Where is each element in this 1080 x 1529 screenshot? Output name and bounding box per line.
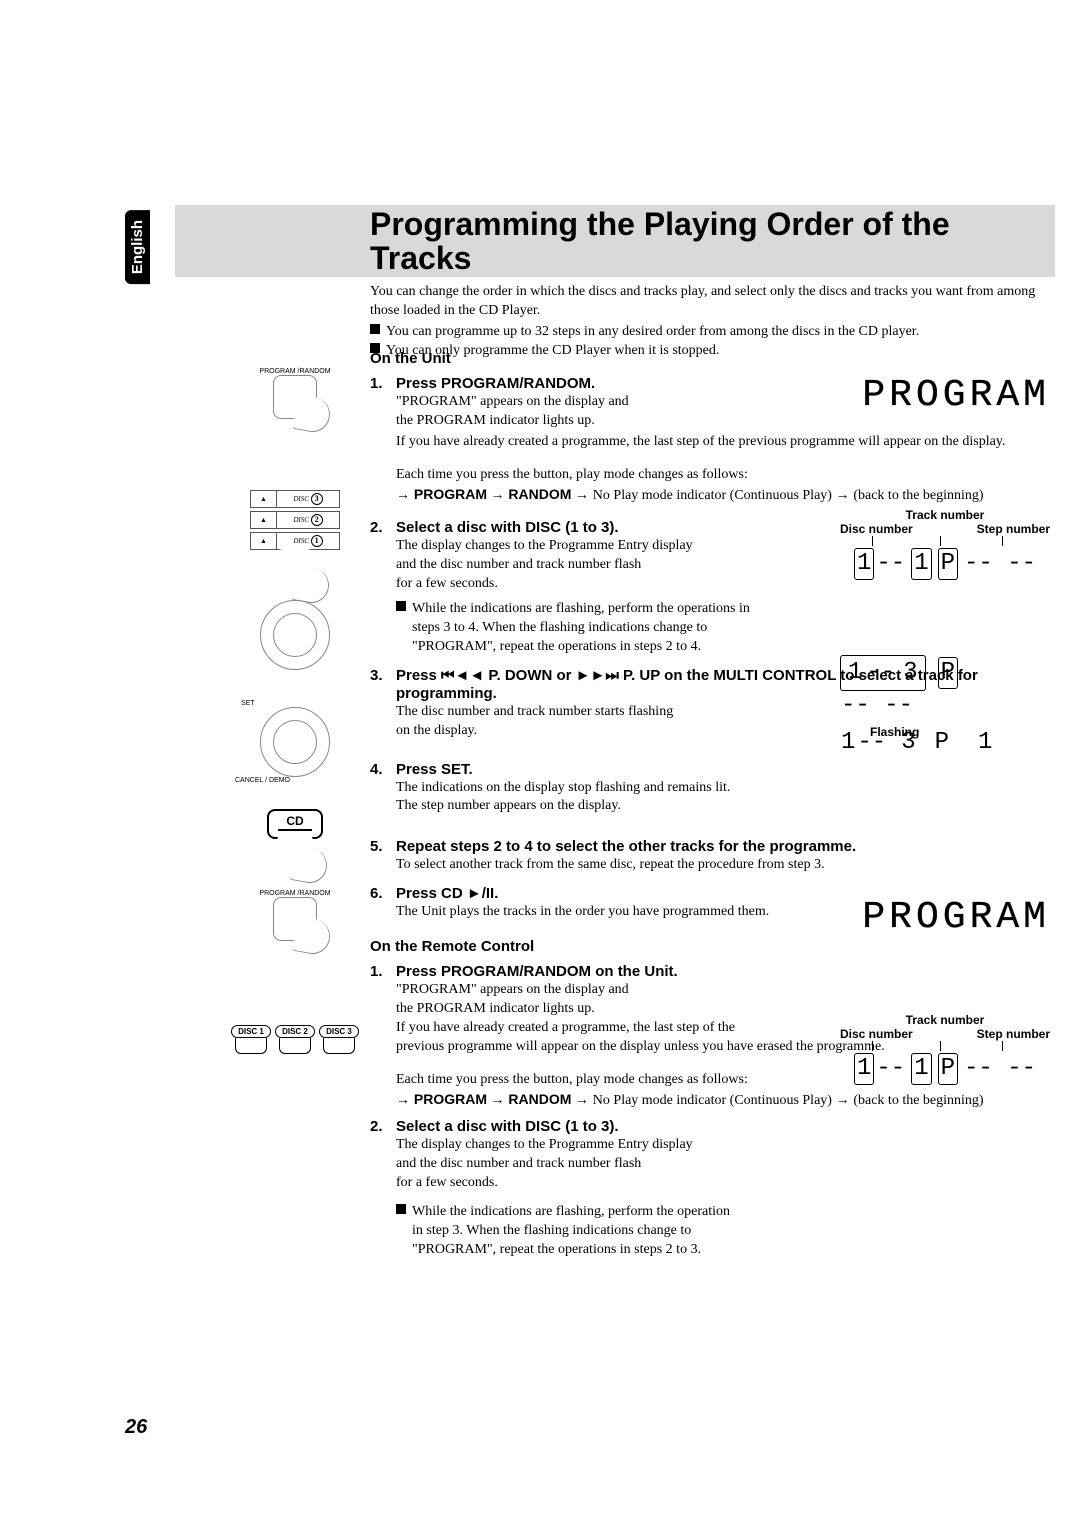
intro-para: You can change the order in which the di… (370, 283, 1050, 321)
illus-cd-button: CD ►/II (235, 805, 355, 869)
step4-l1: The indications on the display stop flas… (396, 779, 1050, 798)
step-num: 1. (370, 375, 383, 392)
rstep2-l3: for a few seconds. (396, 1174, 1050, 1193)
illus-program-random-2: PROGRAM /RANDOM (235, 890, 355, 941)
step5-l1: To select another track from the same di… (396, 856, 1050, 875)
display-program-2: PROGRAM (862, 896, 1050, 939)
bullet-icon (396, 601, 406, 611)
step2-note2: steps 3 to 4. When the flashing indicati… (370, 619, 1050, 638)
rstep2-note1: While the indications are flashing, perf… (412, 1204, 730, 1219)
display-entry: Track number Disc numberStep number 1-- … (840, 508, 1050, 580)
display-entry-remote: Track number Disc numberStep number 1-- … (840, 1013, 1050, 1085)
illus-jog-1 (235, 600, 355, 670)
step4-title: Press SET. (396, 761, 473, 778)
step2-note1: While the indications are flashing, perf… (412, 601, 750, 616)
illus-disc-buttons: ▲DISC 3 ▲DISC 2 ▲DISC 1 (235, 490, 355, 589)
rstep2-note2: in step 3. When the flashing indications… (370, 1222, 1050, 1241)
rstep1-title: Press PROGRAM/RANDOM on the Unit. (396, 963, 678, 980)
bullet-icon (370, 324, 380, 334)
step-num: 2. (370, 1118, 383, 1135)
step1-l4: Each time you press the button, play mod… (370, 466, 1050, 485)
display-program-1: PROGRAM (862, 374, 1050, 417)
step1-l3: If you have already created a programme,… (370, 433, 1050, 452)
section-on-unit: On the Unit (370, 350, 1050, 367)
illus-program-random: PROGRAM /RANDOM (235, 368, 355, 419)
display-set: 1-- 3 P 1 (840, 728, 1030, 758)
page-number: 26 (125, 1416, 147, 1439)
step1-cycle: → PROGRAM → RANDOM → No Play mode indica… (370, 485, 1050, 506)
bullet-icon (396, 1204, 406, 1214)
step-num: 6. (370, 885, 383, 902)
step1-title: Press PROGRAM/RANDOM. (396, 375, 595, 392)
step-num: 4. (370, 761, 383, 778)
rstep2-title: Select a disc with DISC (1 to 3). (396, 1118, 619, 1135)
section-on-remote: On the Remote Control (370, 938, 1050, 955)
step6-title: Press CD ►/II. (396, 885, 498, 902)
illus-remote-disc: DISC 1 DISC 2 DISC 3 (215, 1025, 375, 1054)
page-title: Programming the Playing Order of the Tra… (370, 208, 1050, 275)
step5-title: Repeat steps 2 to 4 to select the other … (396, 838, 856, 855)
step2-title: Select a disc with DISC (1 to 3). (396, 519, 619, 536)
rstep2-note3: "PROGRAM", repeat the operations in step… (370, 1241, 1050, 1260)
intro-block: You can change the order in which the di… (370, 283, 1050, 361)
rstep1-l1: "PROGRAM" appears on the display and (396, 981, 1050, 1000)
step4-l2: The step number appears on the display. (396, 797, 1050, 816)
rstep1-cycle: → PROGRAM → RANDOM → No Play mode indica… (370, 1090, 1050, 1111)
step2-note3: "PROGRAM", repeat the operations in step… (370, 638, 1050, 657)
display-flashing: 1-- 3 P -- -- Flashing (840, 655, 1030, 739)
step-num: 5. (370, 838, 383, 855)
rstep2-l1: The display changes to the Programme Ent… (396, 1136, 1050, 1155)
language-tab: English (125, 210, 150, 284)
illus-jog-set: SET CANCEL / DEMO (235, 700, 355, 784)
intro-bullet-1: You can programme up to 32 steps in any … (386, 324, 919, 339)
step-num: 3. (370, 667, 383, 684)
rstep2-l2: and the disc number and track number fla… (396, 1155, 1050, 1174)
step-num: 2. (370, 519, 383, 536)
step-num: 1. (370, 963, 383, 980)
